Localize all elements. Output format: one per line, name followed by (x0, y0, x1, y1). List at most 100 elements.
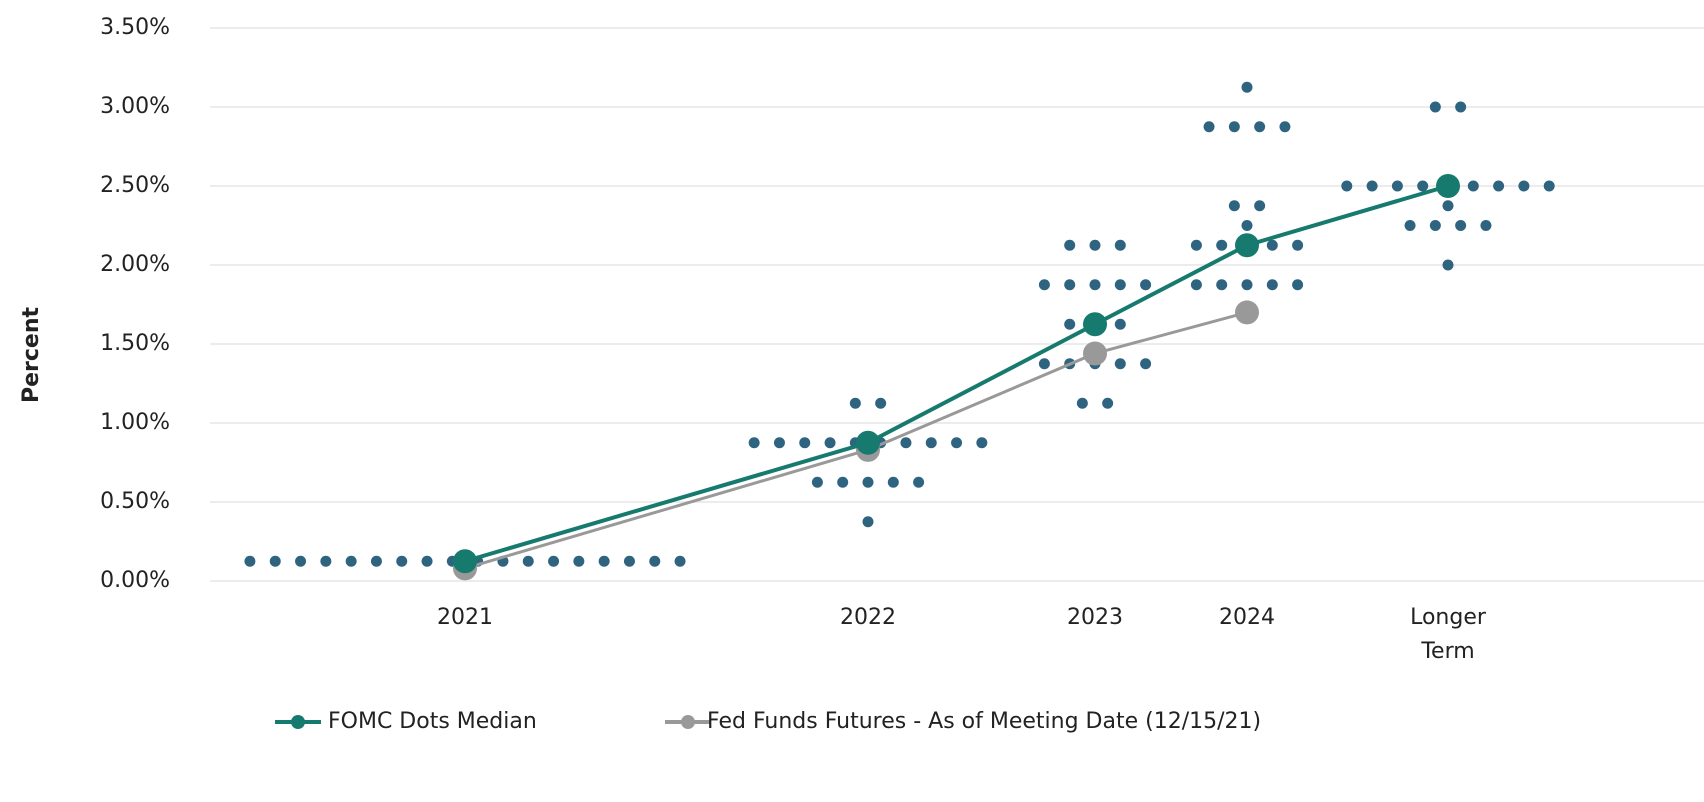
dot (573, 555, 585, 567)
dot (1455, 101, 1467, 113)
x-tick-label: 2021 (437, 605, 493, 630)
y-tick-label: 1.50% (100, 331, 170, 356)
dot (1089, 239, 1101, 251)
dot (1429, 220, 1441, 231)
dot (345, 555, 357, 567)
dot (1467, 180, 1479, 192)
series-marker (1436, 174, 1460, 198)
dot (1404, 220, 1416, 231)
dot (1114, 279, 1126, 291)
series-line (464, 310, 1248, 570)
dot (1254, 121, 1266, 133)
dot (1114, 358, 1126, 370)
dot (1190, 279, 1202, 291)
dot (748, 437, 760, 449)
dot (849, 397, 861, 409)
dot (1455, 220, 1467, 231)
dot (951, 437, 963, 449)
dot (837, 476, 849, 488)
dot (887, 476, 899, 488)
dot (862, 476, 874, 488)
dot (269, 555, 281, 567)
dot (522, 555, 534, 567)
dot (1241, 220, 1253, 231)
legend-label: FOMC Dots Median (328, 709, 537, 734)
legend-marker (681, 715, 695, 729)
dot (1391, 180, 1403, 192)
x-tick-label: 2023 (1067, 605, 1123, 630)
series-marker (1235, 300, 1259, 325)
x-tick-label: Longer Term (1410, 605, 1486, 664)
dot (1442, 259, 1454, 271)
dot (875, 397, 887, 409)
dot (1254, 200, 1266, 212)
dot (1190, 239, 1202, 251)
dot (1064, 279, 1076, 291)
dot (1480, 220, 1492, 231)
dot (824, 437, 836, 449)
dot (649, 555, 661, 567)
dot (1279, 121, 1291, 133)
dot (1076, 397, 1088, 409)
dot (623, 555, 635, 567)
dot (320, 555, 332, 567)
dot (1366, 180, 1378, 192)
dot (1429, 101, 1441, 113)
series-marker (1235, 233, 1259, 258)
y-tick-label: 1.00% (100, 410, 170, 435)
dot (799, 437, 811, 449)
dot (1228, 121, 1240, 133)
dot (913, 476, 925, 488)
legend-label: Fed Funds Futures - As of Meeting Date (… (707, 709, 1261, 734)
dot (1266, 279, 1278, 291)
dot (925, 437, 937, 449)
dot (598, 555, 610, 567)
dot (295, 555, 307, 567)
dot (1341, 180, 1353, 192)
y-tick-label: 0.00% (100, 568, 170, 593)
dot (1292, 279, 1304, 291)
dot (1493, 180, 1505, 192)
y-tick-label: 3.50% (100, 15, 170, 40)
dot (1089, 279, 1101, 291)
dot (976, 437, 988, 449)
dot (1442, 200, 1454, 212)
legend-marker (291, 715, 305, 729)
dot (773, 437, 785, 449)
dot (1417, 180, 1429, 192)
x-tick-label: 2024 (1219, 605, 1275, 630)
dot (548, 555, 560, 567)
dot (421, 555, 433, 567)
x-tick-label: 2022 (840, 605, 896, 630)
dot (1241, 81, 1253, 93)
dot (1216, 279, 1228, 291)
dot (811, 476, 823, 488)
dot (1102, 397, 1114, 409)
dot (1114, 239, 1126, 251)
dot (244, 555, 256, 567)
y-tick-label: 0.50% (100, 489, 170, 514)
dot (674, 555, 686, 567)
dot (1266, 239, 1278, 251)
y-tick-label: 2.50% (100, 173, 170, 198)
y-tick-label: 2.00% (100, 252, 170, 277)
dot (1543, 180, 1555, 192)
dot (1292, 239, 1304, 251)
dot (1064, 318, 1076, 330)
dot (1228, 200, 1240, 212)
dot (370, 555, 382, 567)
dot (1038, 279, 1050, 291)
y-tick-label: 3.00% (100, 94, 170, 119)
dot (1114, 318, 1126, 330)
y-axis-label: Percent (19, 307, 44, 404)
dot (1140, 358, 1152, 370)
dot (1518, 180, 1530, 192)
dot (1216, 239, 1228, 251)
dot (862, 516, 874, 528)
dot (396, 555, 408, 567)
dot (1241, 279, 1253, 291)
series-marker (1083, 312, 1107, 337)
series-marker (856, 430, 880, 455)
